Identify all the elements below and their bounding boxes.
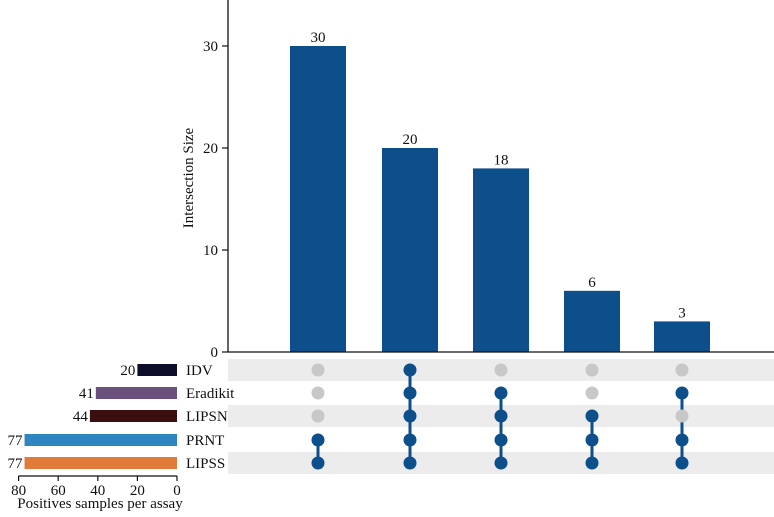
- matrix-dot-active: [585, 456, 599, 470]
- matrix-dot-active: [675, 433, 689, 447]
- matrix-dot-active: [403, 386, 417, 400]
- set-size-tick-label: 80: [11, 483, 26, 499]
- matrix-dot-active: [585, 433, 599, 447]
- set-size-axis: Positives samples per assay 80 60 40 20 0: [11, 475, 183, 512]
- matrix-dot-inactive: [585, 386, 599, 400]
- set-name-label: PRNT: [186, 433, 224, 449]
- set-size-bar-prnt: [24, 434, 178, 446]
- set-size-axis-label: Positives samples per assay: [17, 496, 183, 512]
- matrix-dot-inactive: [311, 409, 325, 423]
- set-size-value: 77: [8, 456, 24, 472]
- y-tick-label: 30: [203, 39, 218, 55]
- set-size-bar-lipsn: [89, 410, 177, 422]
- set-size-bars: 20 IDV 41 Eradikit 44 LIPSN 77 PRNT 77 LIPSS: [8, 363, 236, 472]
- bar-value-label: 30: [311, 30, 326, 46]
- set-size-value: 77: [8, 433, 24, 449]
- set-size-bar-idv: [137, 364, 177, 376]
- set-size-value: 44: [73, 409, 89, 425]
- matrix-dot-active: [675, 386, 689, 400]
- y-tick-label: 10: [203, 243, 218, 259]
- set-size-tick-label: 0: [173, 483, 181, 499]
- matrix-dot-active: [494, 386, 508, 400]
- matrix-dot-inactive: [675, 363, 689, 377]
- bar-value-label: 6: [588, 275, 596, 291]
- matrix-dot-active: [494, 456, 508, 470]
- matrix-dot-active: [494, 409, 508, 423]
- y-tick-label: 20: [203, 141, 218, 157]
- intersection-bar: [654, 321, 710, 352]
- set-size-tick-label: 40: [90, 483, 105, 499]
- set-size-value: 41: [79, 386, 94, 402]
- set-size-tick-label: 60: [51, 483, 66, 499]
- intersection-bar: [564, 290, 620, 352]
- bar-value-label: 20: [403, 132, 418, 148]
- bar-value-label: 3: [678, 305, 686, 321]
- set-name-label: Eradikit: [186, 386, 235, 402]
- matrix-dot-active: [585, 409, 599, 423]
- intersection-bar: [290, 46, 346, 352]
- set-size-tick-label: 20: [130, 483, 145, 499]
- set-size-value: 20: [120, 363, 135, 379]
- matrix-dot-active: [403, 456, 417, 470]
- set-size-bar-eradikit: [95, 387, 177, 399]
- matrix-dot-inactive: [311, 363, 325, 377]
- matrix-dot-active: [403, 363, 417, 377]
- matrix-dot-active: [403, 433, 417, 447]
- matrix-dot-inactive: [675, 409, 689, 423]
- intersection-bar: [382, 148, 438, 352]
- matrix-dot-inactive: [494, 363, 508, 377]
- y-axis-label: Intersection Size: [181, 127, 197, 228]
- set-name-label: LIPSN: [186, 409, 228, 425]
- matrix-dot-inactive: [585, 363, 599, 377]
- set-size-bar-lipss: [24, 457, 178, 469]
- intersection-bar: [473, 168, 529, 352]
- matrix-dot-active: [311, 456, 325, 470]
- matrix-dot-active: [403, 409, 417, 423]
- intersection-matrix: [311, 363, 689, 470]
- matrix-dot-active: [675, 456, 689, 470]
- matrix-dot-inactive: [311, 386, 325, 400]
- set-name-label: IDV: [186, 363, 213, 379]
- y-axis: Intersection Size 0 10 20 30: [181, 0, 774, 361]
- matrix-dot-active: [494, 433, 508, 447]
- y-tick-label: 0: [211, 345, 219, 361]
- matrix-dot-active: [311, 433, 325, 447]
- intersection-bars: 30 20 18 6 3: [290, 30, 710, 352]
- bar-value-label: 18: [494, 152, 509, 168]
- set-name-label: LIPSS: [186, 456, 225, 472]
